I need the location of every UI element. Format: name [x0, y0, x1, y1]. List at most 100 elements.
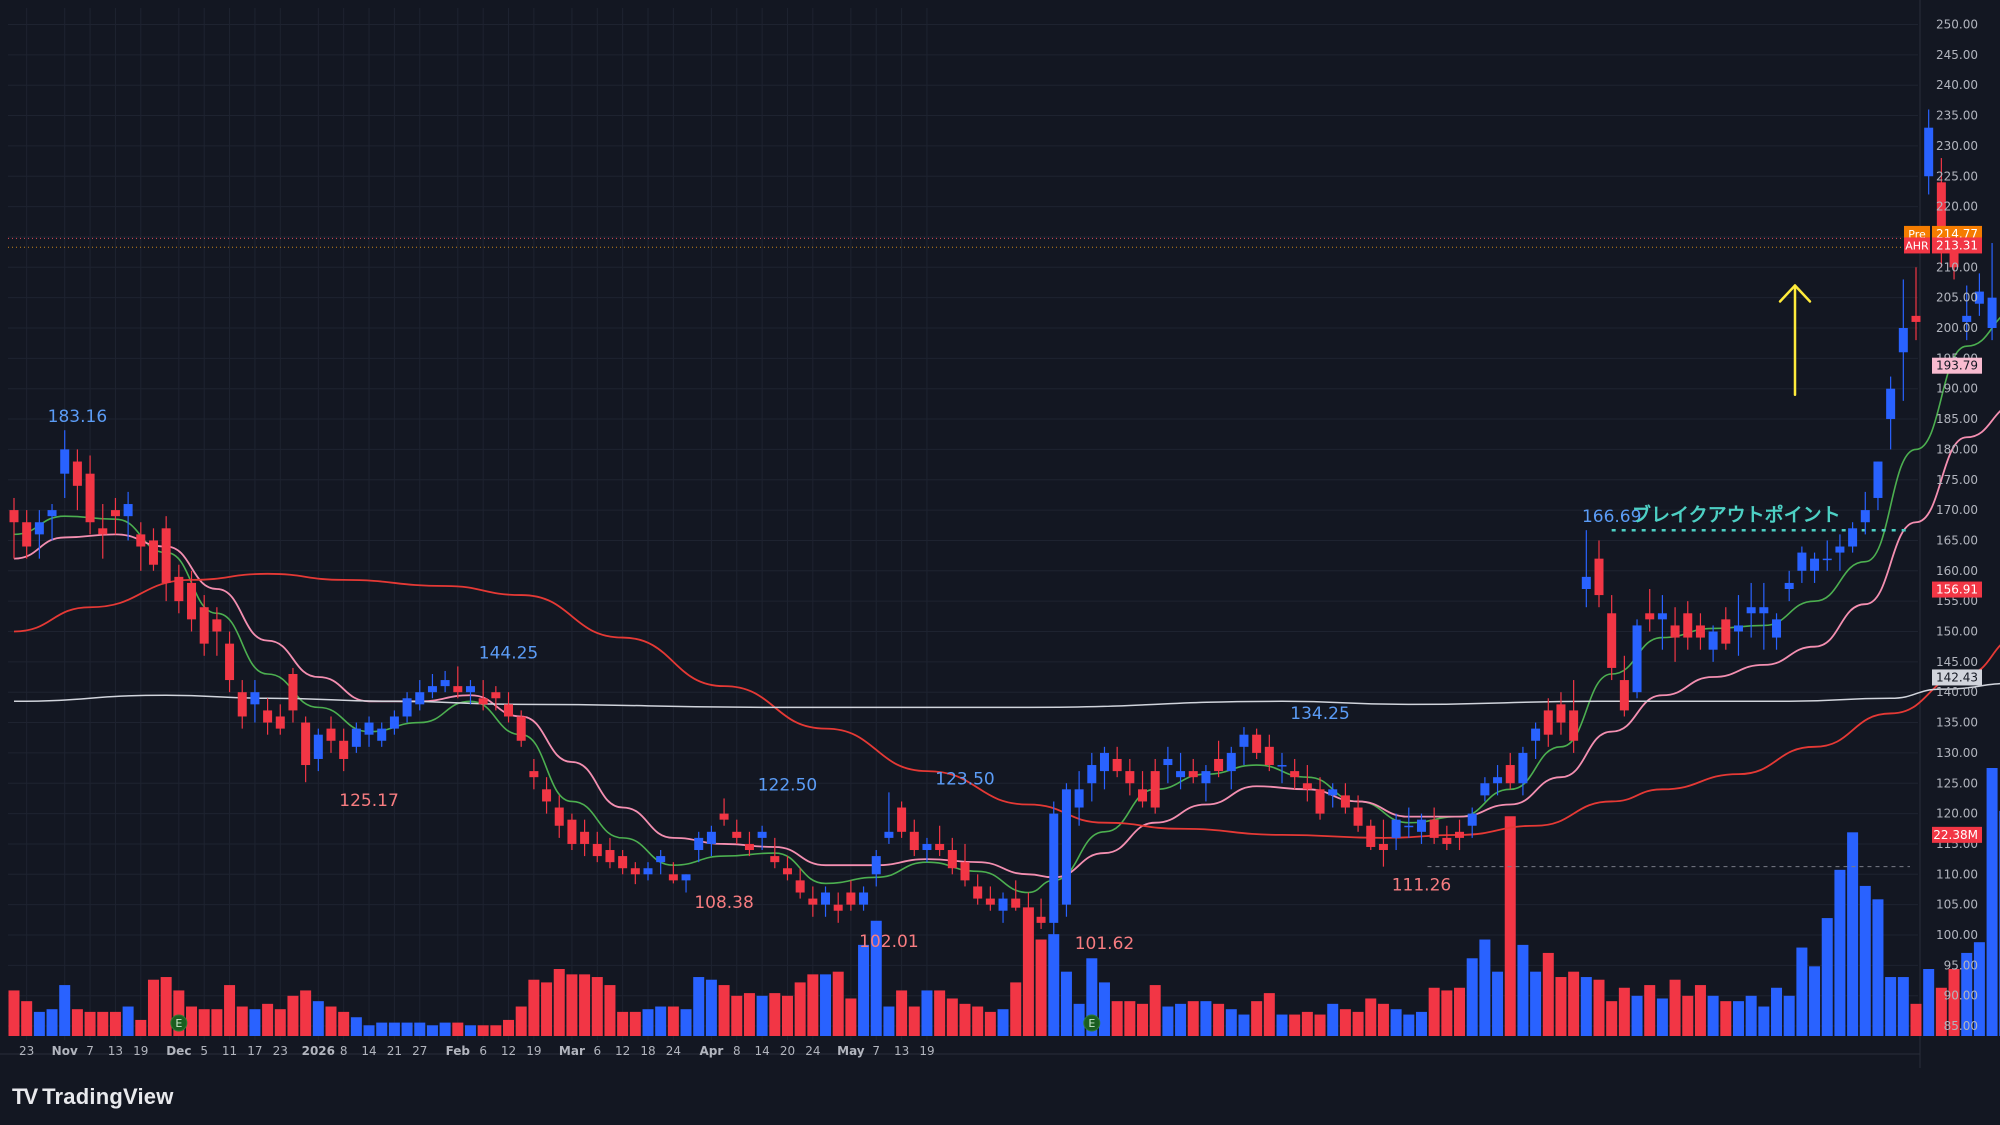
price-chart[interactable]: 183.16 144.25 122.50 123.50 134.25 166.69 125.… — [0, 0, 2000, 1068]
candle — [643, 862, 653, 881]
candle-body — [98, 528, 108, 535]
candle-body — [1594, 558, 1604, 596]
candle — [1442, 825, 1452, 851]
candle — [440, 670, 450, 693]
candle-body — [1556, 704, 1566, 723]
candle — [998, 892, 1008, 923]
volume-bar — [807, 974, 819, 1036]
candle-body — [1442, 837, 1452, 844]
volume-bar — [452, 1022, 464, 1036]
volume-bar — [21, 1001, 33, 1036]
candle-body — [60, 449, 70, 474]
candle-body — [1733, 625, 1743, 632]
volume-bar — [705, 979, 717, 1036]
time-tick-label: Dec — [166, 1044, 191, 1058]
tradingview-logo[interactable]: TV TradingView — [12, 1084, 174, 1110]
candle — [313, 728, 323, 772]
volume-bar — [439, 1022, 451, 1036]
candle-body — [1619, 680, 1629, 711]
candle-body — [1176, 771, 1186, 778]
volume-bar — [1568, 971, 1580, 1036]
time-tick-label: 5 — [200, 1044, 208, 1058]
volume-bar — [122, 1006, 134, 1036]
volume-bar — [1885, 977, 1897, 1036]
candle — [732, 819, 742, 844]
candle — [1860, 491, 1870, 535]
volume-bar — [743, 993, 755, 1036]
candle-body — [212, 619, 222, 632]
candle — [1264, 734, 1274, 772]
price-tick-label: 220.00 — [1936, 200, 1978, 214]
time-tick-label: 7 — [86, 1044, 94, 1058]
volume-bar — [1897, 977, 1909, 1036]
time-tick-label: Nov — [52, 1044, 78, 1058]
volume-bar — [820, 974, 832, 1036]
volume-bar — [832, 971, 844, 1036]
volume-bar — [718, 985, 730, 1036]
candle — [1455, 819, 1465, 851]
candle — [1607, 595, 1617, 681]
price-tag: 142.43 — [1932, 669, 1982, 686]
candle — [1023, 892, 1033, 920]
candle — [833, 892, 843, 923]
candle-body — [1201, 771, 1211, 784]
candle — [542, 777, 552, 814]
candle — [516, 710, 526, 747]
candle-body — [516, 716, 526, 741]
candle — [110, 497, 120, 535]
candle-body — [846, 892, 856, 905]
arrow-head — [1778, 284, 1812, 303]
volume-bar — [1213, 1003, 1225, 1036]
candle — [605, 837, 615, 869]
candle — [821, 886, 831, 917]
candle — [263, 698, 273, 735]
time-tick-label: 27 — [412, 1044, 427, 1058]
price-tick-label: 205.00 — [1936, 291, 1978, 305]
candle — [960, 843, 970, 887]
time-tick-label: 13 — [894, 1044, 909, 1058]
candle — [22, 510, 32, 559]
candle-body — [1810, 558, 1820, 571]
volume-bar — [896, 990, 908, 1036]
volume-bar — [249, 1009, 261, 1036]
candle — [1061, 783, 1071, 917]
time-tick-label: 19 — [919, 1044, 934, 1058]
candle — [1201, 765, 1211, 802]
candle-body — [1226, 752, 1236, 772]
candle — [884, 792, 894, 844]
brand-name: TradingView — [42, 1083, 174, 1109]
candle — [656, 850, 666, 875]
candle-body — [618, 856, 628, 869]
candle-body — [504, 704, 514, 717]
volume-bar — [1682, 995, 1694, 1036]
candle-body — [364, 722, 374, 735]
candle — [909, 819, 919, 857]
candle-body — [1188, 771, 1198, 778]
candle-body — [1378, 843, 1388, 851]
volume-bar — [1859, 885, 1871, 1036]
volume-bar — [1454, 987, 1466, 1036]
volume-bar — [1137, 1003, 1149, 1036]
candle — [148, 528, 158, 571]
candle-body — [1087, 765, 1097, 784]
volume-bar — [1301, 1011, 1313, 1036]
volume-bar — [287, 995, 299, 1036]
volume-bar — [591, 977, 603, 1036]
high-label: 144.25 — [479, 643, 538, 663]
price-tag-value: 214.77 — [1936, 227, 1978, 241]
volume-bar — [1403, 1014, 1415, 1036]
chart-area[interactable]: 183.16 144.25 122.50 123.50 134.25 166.69 125.… — [0, 0, 2000, 1080]
volume-bar — [363, 1025, 375, 1036]
volume-bar — [1606, 1001, 1618, 1036]
volume-bar — [667, 1006, 679, 1036]
candle — [808, 886, 818, 917]
candle — [1036, 898, 1046, 929]
candle — [250, 680, 260, 723]
candle — [1505, 752, 1515, 790]
volume-bar — [528, 979, 540, 1036]
price-tag: AHR 213.31 — [1904, 237, 1982, 254]
volume-bar — [1847, 832, 1859, 1036]
candle-body — [897, 807, 907, 832]
time-tick-label: 11 — [222, 1044, 237, 1058]
price-tick-label: 100.00 — [1936, 928, 1978, 942]
